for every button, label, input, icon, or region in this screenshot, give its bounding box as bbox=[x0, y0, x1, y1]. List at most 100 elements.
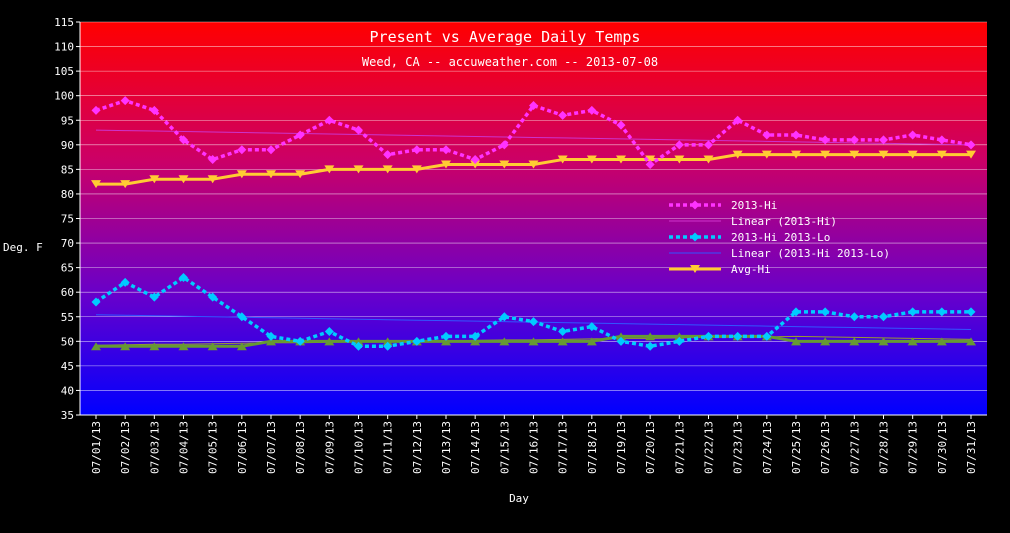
data-point bbox=[178, 175, 189, 184]
data-point bbox=[412, 336, 422, 346]
data-point bbox=[849, 135, 859, 145]
data-point bbox=[690, 200, 700, 210]
data-point bbox=[908, 130, 918, 140]
y-tick-label: 45 bbox=[61, 360, 74, 373]
data-point bbox=[295, 130, 305, 140]
legend-label: Avg-Hi bbox=[731, 263, 771, 276]
x-axis-label: Day bbox=[509, 492, 529, 505]
data-point bbox=[149, 105, 159, 115]
data-point bbox=[529, 101, 538, 111]
data-point bbox=[966, 307, 976, 317]
data-point bbox=[849, 150, 860, 159]
data-point bbox=[791, 130, 801, 140]
data-point bbox=[587, 105, 597, 115]
data-point bbox=[178, 342, 189, 351]
data-point bbox=[690, 232, 700, 242]
data-point bbox=[295, 170, 306, 179]
y-tick-label: 90 bbox=[61, 139, 74, 152]
chart-title: Present vs Average Daily Temps bbox=[370, 28, 641, 46]
x-tick-label: 07/27/13 bbox=[848, 421, 861, 474]
data-point bbox=[91, 297, 101, 307]
series-avg-hi bbox=[91, 150, 976, 189]
data-point bbox=[208, 292, 218, 302]
data-point bbox=[907, 150, 918, 159]
data-point bbox=[879, 135, 888, 145]
data-point bbox=[207, 342, 218, 351]
data-point bbox=[586, 337, 597, 346]
y-tick-label: 115 bbox=[54, 16, 74, 29]
data-point bbox=[616, 336, 626, 346]
data-point bbox=[91, 105, 101, 115]
data-point bbox=[179, 272, 188, 282]
data-point bbox=[966, 337, 976, 346]
x-tick-label: 07/12/13 bbox=[411, 421, 424, 474]
data-point bbox=[120, 180, 131, 189]
data-point bbox=[208, 155, 218, 165]
x-tick-label: 07/11/13 bbox=[382, 421, 395, 474]
y-tick-label: 80 bbox=[61, 188, 74, 201]
y-tick-label: 75 bbox=[61, 213, 74, 226]
data-point bbox=[470, 160, 481, 169]
data-point bbox=[383, 150, 393, 160]
data-point bbox=[762, 130, 772, 140]
data-point bbox=[382, 337, 393, 346]
data-point bbox=[878, 150, 889, 159]
data-point bbox=[558, 326, 568, 336]
data-point bbox=[412, 145, 422, 155]
data-point bbox=[616, 120, 626, 130]
y-tick-label: 110 bbox=[54, 41, 74, 54]
x-tick-label: 07/20/13 bbox=[644, 421, 657, 474]
data-point bbox=[266, 170, 276, 179]
data-point bbox=[91, 342, 101, 351]
data-point bbox=[732, 150, 743, 159]
data-point bbox=[470, 337, 481, 346]
data-point bbox=[703, 155, 714, 164]
x-tick-label: 07/16/13 bbox=[528, 421, 541, 474]
data-point bbox=[674, 332, 685, 341]
data-point bbox=[820, 337, 831, 346]
data-point bbox=[266, 331, 276, 341]
data-point bbox=[324, 165, 335, 174]
data-point bbox=[936, 337, 947, 346]
data-point bbox=[849, 312, 859, 322]
y-tick-label: 55 bbox=[61, 311, 74, 324]
x-tick-label: 07/01/13 bbox=[90, 421, 103, 474]
grid bbox=[80, 21, 987, 416]
data-point bbox=[878, 337, 889, 346]
x-tick-label: 07/03/13 bbox=[148, 421, 161, 474]
data-point bbox=[645, 155, 656, 164]
data-point bbox=[383, 341, 393, 351]
data-point bbox=[820, 150, 831, 159]
data-point bbox=[937, 307, 947, 317]
data-point bbox=[879, 312, 888, 322]
data-point bbox=[266, 337, 276, 346]
x-tick-label: 07/22/13 bbox=[703, 421, 716, 474]
x-tick-label: 07/25/13 bbox=[790, 421, 803, 474]
data-point bbox=[936, 150, 947, 159]
data-point bbox=[907, 337, 918, 346]
data-point bbox=[91, 180, 101, 189]
data-point bbox=[353, 165, 364, 174]
x-tick-label: 07/02/13 bbox=[119, 421, 132, 474]
y-tick-label: 95 bbox=[61, 114, 74, 127]
data-point bbox=[499, 140, 509, 150]
data-point bbox=[441, 337, 451, 346]
data-point bbox=[645, 341, 655, 351]
data-point bbox=[353, 337, 364, 346]
series-2013-hi-2013-lo bbox=[91, 272, 976, 351]
x-tick-label: 07/04/13 bbox=[178, 421, 191, 474]
data-point bbox=[179, 135, 188, 145]
data-point bbox=[236, 170, 247, 179]
data-point bbox=[966, 140, 976, 150]
y-tick-label: 100 bbox=[54, 90, 74, 103]
data-point bbox=[674, 140, 684, 150]
data-point bbox=[616, 332, 626, 341]
legend-label: 2013-Hi 2013-Lo bbox=[731, 231, 830, 244]
x-tick-label: 07/28/13 bbox=[878, 421, 891, 474]
data-point bbox=[324, 337, 335, 346]
chart-subtitle: Weed, CA -- accuweather.com -- 2013-07-0… bbox=[362, 55, 658, 69]
data-point bbox=[820, 135, 830, 145]
data-point bbox=[586, 155, 597, 164]
data-point bbox=[441, 160, 451, 169]
data-point bbox=[791, 150, 801, 159]
